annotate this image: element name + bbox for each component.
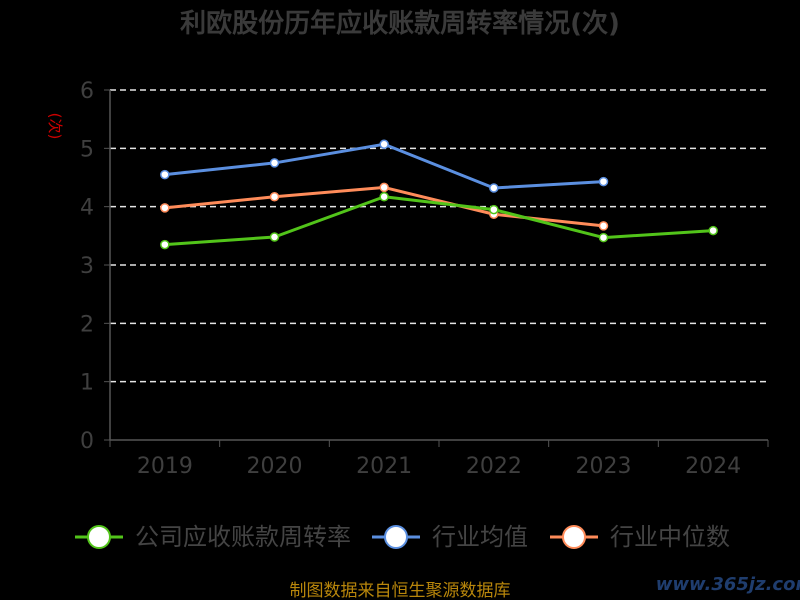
y-tick-label: 5	[80, 137, 94, 162]
legend-marker	[384, 525, 408, 549]
x-tick-label: 2024	[685, 454, 741, 479]
data-point	[379, 182, 389, 193]
series-0	[160, 192, 718, 250]
legend-label: 行业中位数	[610, 523, 730, 551]
data-point	[379, 192, 389, 202]
data-point	[160, 203, 170, 213]
legend: 公司应收账款周转率 行业均值 行业中位数	[75, 523, 730, 551]
x-tick-label: 2019	[137, 454, 193, 479]
data-point	[489, 204, 499, 215]
legend-marker	[87, 525, 111, 549]
data-point	[160, 169, 170, 180]
legend-marker	[562, 525, 586, 549]
legend-label: 行业均值	[432, 523, 528, 551]
data-point	[598, 176, 609, 187]
grid	[110, 89, 768, 383]
data-point	[379, 139, 389, 149]
x-tick-label: 2022	[466, 454, 522, 479]
x-tick-labels: 2019 2020 2021 2022 2023 2024	[137, 454, 741, 479]
legend-label: 公司应收账款周转率	[135, 523, 351, 551]
axes	[104, 89, 769, 447]
data-point	[598, 221, 609, 231]
data-point	[269, 232, 280, 242]
legend-item: 公司应收账款周转率	[75, 523, 351, 551]
y-tick-label: 3	[80, 254, 94, 279]
legend-item: 行业中位数	[550, 523, 730, 551]
data-point	[598, 232, 609, 243]
watermark: www.365jz.com	[656, 574, 800, 595]
series-line	[164, 195, 714, 247]
data-point	[269, 192, 280, 202]
series-1	[160, 139, 609, 193]
data-point	[489, 183, 499, 193]
y-tick-label: 4	[80, 196, 94, 221]
y-axis-unit: (次)	[46, 113, 64, 140]
series-line	[164, 142, 604, 190]
y-tick-label: 1	[80, 371, 94, 396]
series-group	[160, 139, 718, 250]
x-tick-label: 2023	[576, 454, 632, 479]
x-tick-label: 2020	[247, 454, 303, 479]
y-tick-labels: 0 1 2 3 4 5 6	[80, 79, 94, 454]
data-point	[708, 225, 718, 236]
y-tick-label: 0	[80, 429, 94, 454]
data-point	[269, 158, 280, 168]
data-point	[160, 239, 170, 250]
legend-item: 行业均值	[372, 523, 528, 551]
x-tick-label: 2021	[356, 454, 412, 479]
chart-title: 利欧股份历年应收账款周转率情况(次)	[180, 8, 620, 39]
y-tick-label: 6	[80, 79, 94, 104]
y-tick-label: 2	[80, 312, 94, 337]
source-footer: 制图数据来自恒生聚源数据库	[290, 581, 511, 600]
